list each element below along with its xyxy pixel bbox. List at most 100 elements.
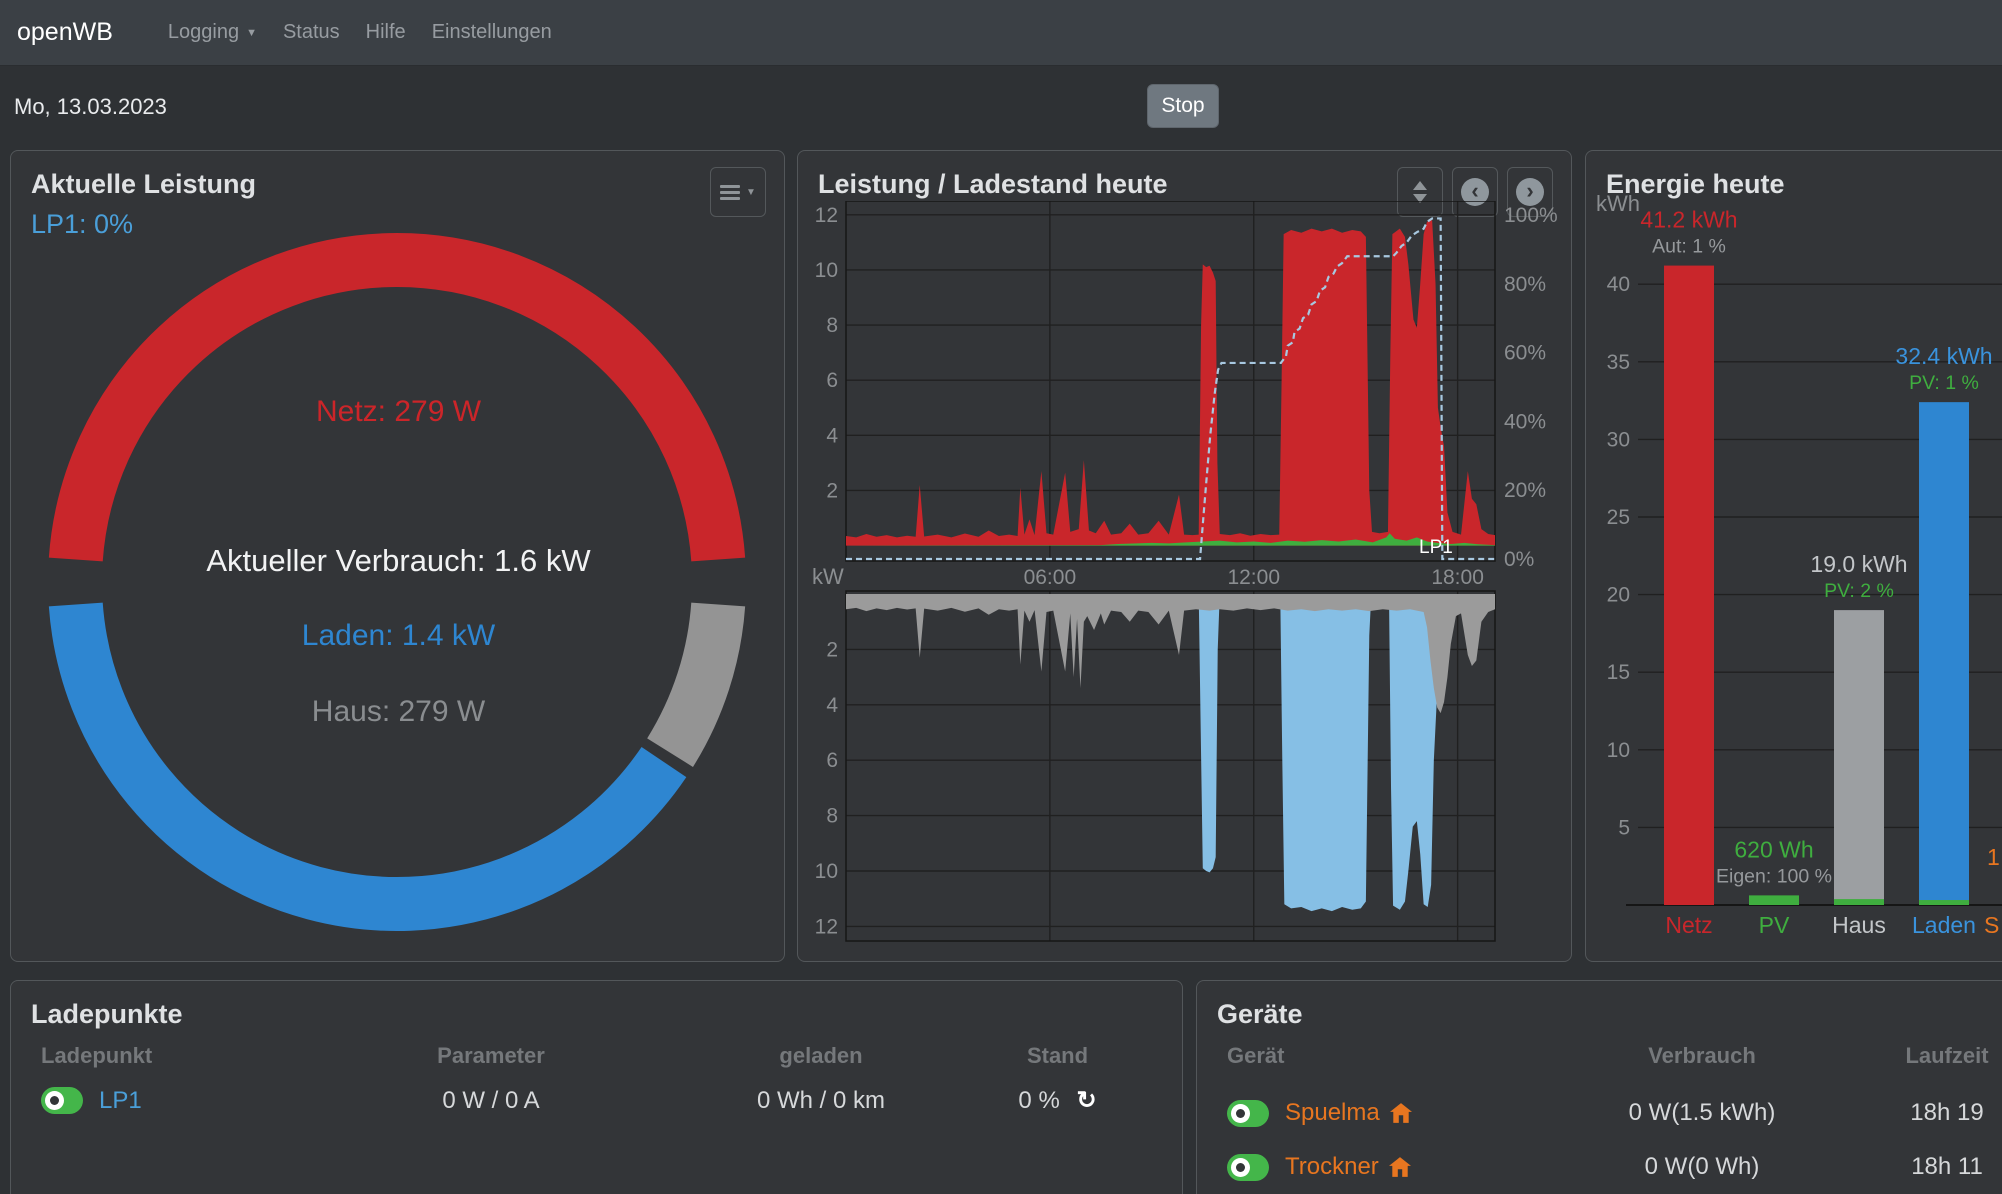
trockner-link[interactable]: Trockner xyxy=(1285,1153,1411,1181)
spuelma-toggle[interactable] xyxy=(1227,1099,1269,1127)
svg-text:40: 40 xyxy=(1607,273,1630,296)
table-row: LP1 0 W / 0 A 0 Wh / 0 km 0 % ↻ xyxy=(11,1086,1182,1115)
brand-openwb[interactable]: openWB xyxy=(17,18,113,46)
chevron-right-circle-icon: › xyxy=(1516,178,1544,206)
svg-text:10: 10 xyxy=(815,259,838,282)
lp1-toggle[interactable] xyxy=(41,1087,83,1114)
refresh-icon[interactable]: ↻ xyxy=(1076,1087,1097,1114)
svg-text:PV: 2 %: PV: 2 % xyxy=(1824,580,1894,602)
panel-aktuelle-leistung: Aktuelle Leistung ▼ LP1: 0% Netz: 279 W … xyxy=(10,150,785,962)
svg-text:PV: 1 %: PV: 1 % xyxy=(1909,372,1979,394)
power-soc-chart: LP1 12 10 8 6 4 2 100% 80% 60% 40% 20% 0% kW 06:00 12:0… xyxy=(812,201,1558,942)
chevron-down-icon: ▼ xyxy=(746,186,756,198)
col-ladepunkt: Ladepunkt xyxy=(41,1043,153,1068)
ladepunkte-header-row: Ladepunkt Parameter geladen Stand xyxy=(11,1043,1182,1069)
trockner-laufzeit: 18h 11 xyxy=(1911,1153,1983,1180)
nav-item-hilfe[interactable]: Hilfe xyxy=(365,21,406,43)
svg-text:80%: 80% xyxy=(1504,273,1546,296)
up-down-arrows-icon xyxy=(1413,181,1427,203)
svg-text:Eigen: 100 %: Eigen: 100 % xyxy=(1716,865,1832,887)
svg-text:19.0 kWh: 19.0 kWh xyxy=(1810,551,1907,577)
gauge-panel-title: Aktuelle Leistung xyxy=(31,169,257,199)
home-icon xyxy=(1389,1103,1412,1123)
svg-text:Laden: Laden xyxy=(1912,912,1976,938)
svg-text:10: 10 xyxy=(815,860,838,883)
svg-text:kW: kW xyxy=(812,564,844,589)
col-parameter: Parameter xyxy=(437,1043,545,1068)
svg-text:35: 35 xyxy=(1607,351,1630,374)
hamburger-icon xyxy=(720,182,741,203)
spuelma-verbrauch: 0 W(1.5 kWh) xyxy=(1628,1099,1776,1126)
next-day-button[interactable]: › xyxy=(1507,167,1553,217)
svg-text:20%: 20% xyxy=(1504,479,1546,502)
svg-text:Haus: Haus xyxy=(1832,912,1886,938)
power-chart-buttons: ‹ › xyxy=(1397,167,1553,217)
spuelma-laufzeit: 18h 19 xyxy=(1910,1099,1984,1126)
svg-text:12: 12 xyxy=(815,915,838,938)
svg-text:PV: PV xyxy=(1759,912,1790,938)
gauge-menu-button[interactable]: ▼ xyxy=(710,167,766,217)
svg-text:2: 2 xyxy=(826,638,838,661)
trockner-label: Trockner xyxy=(1285,1153,1379,1180)
chargepoint-soc-label: LP1: 0% xyxy=(31,209,134,239)
lp1-stand: 0 % ↻ xyxy=(931,1086,1184,1115)
svg-text:40%: 40% xyxy=(1504,410,1546,433)
col-stand: Stand xyxy=(1026,1043,1089,1068)
svg-text:30: 30 xyxy=(1607,428,1630,451)
panel-energie-heute: kWh 40 35 30 25 20 15 10 5 41.2 kWh Aut: 1 % Netz 62… xyxy=(1585,150,2002,962)
gauge-laden-label: Laden: 1.4 kW xyxy=(301,619,496,652)
date-label: Mo, 13.03.2023 xyxy=(14,94,167,119)
svg-text:12:00: 12:00 xyxy=(1227,566,1280,589)
home-icon xyxy=(1388,1157,1411,1177)
panel-ladepunkte: Ladepunkte Ladepunkt Parameter geladen S… xyxy=(10,980,1183,1194)
energy-bar-chart: kWh 40 35 30 25 20 15 10 5 41.2 kWh Aut: 1 % Netz 62… xyxy=(1596,191,2002,938)
nav-item-logging[interactable]: Logging ▼ xyxy=(168,21,257,44)
svg-text:4: 4 xyxy=(826,694,838,717)
gauge-netz-label: Netz: 279 W xyxy=(315,395,482,428)
col-laufzeit: Laufzeit xyxy=(1905,1043,1989,1068)
nav-item-status[interactable]: Status xyxy=(282,21,340,43)
svg-text:620 Wh: 620 Wh xyxy=(1734,836,1813,862)
svg-text:Netz: Netz xyxy=(1665,912,1712,938)
lp1-geladen: 0 Wh / 0 km xyxy=(756,1086,886,1114)
chevron-down-icon: ▼ xyxy=(246,26,257,39)
table-row: Spuelma 0 W(1.5 kWh) 18h 19 xyxy=(1197,1099,2002,1127)
col-geladen: geladen xyxy=(779,1043,863,1068)
geraete-title: Geräte xyxy=(1217,999,1303,1029)
ladepunkte-title: Ladepunkte xyxy=(31,999,183,1029)
col-verbrauch: Verbrauch xyxy=(1648,1043,1756,1068)
svg-text:100%: 100% xyxy=(1504,204,1558,227)
panel-geraete: Geräte Gerät Verbrauch Laufzeit Spuelma … xyxy=(1196,980,2002,1194)
nav-item-logging-label: Logging xyxy=(167,21,240,43)
svg-text:8: 8 xyxy=(826,314,838,337)
spuelma-label: Spuelma xyxy=(1285,1099,1380,1126)
panel-leistung-ladestand: Leistung / Ladestand heute ‹ › LP1 12 10 8 6… xyxy=(797,150,1572,962)
svg-text:06:00: 06:00 xyxy=(1024,566,1077,589)
svg-text:41.2 kWh: 41.2 kWh xyxy=(1640,207,1737,233)
lp1-link[interactable]: LP1 xyxy=(99,1086,142,1114)
svg-text:60%: 60% xyxy=(1504,342,1546,365)
spuelma-link[interactable]: Spuelma xyxy=(1285,1099,1412,1127)
svg-text:2: 2 xyxy=(826,479,838,502)
power-panel-title: Leistung / Ladestand heute xyxy=(818,169,1168,199)
stop-button[interactable]: Stop xyxy=(1147,84,1219,128)
lp1-parameter: 0 W / 0 A xyxy=(442,1086,540,1114)
gauge-donut-chart xyxy=(48,233,746,931)
geraete-header-row: Gerät Verbrauch Laufzeit xyxy=(1197,1043,2002,1069)
trockner-toggle[interactable] xyxy=(1227,1153,1269,1181)
table-row: Trockner 0 W(0 Wh) 18h 11 xyxy=(1197,1153,2002,1181)
svg-text:S: S xyxy=(1984,912,1999,938)
svg-text:18:00: 18:00 xyxy=(1431,566,1484,589)
svg-text:15: 15 xyxy=(1607,661,1630,684)
svg-text:kWh: kWh xyxy=(1596,191,1640,216)
navbar: openWB Logging ▼ Status Hilfe Einstellun… xyxy=(0,0,2002,66)
svg-text:5: 5 xyxy=(1618,816,1630,839)
resize-chart-button[interactable] xyxy=(1397,167,1443,217)
svg-text:12: 12 xyxy=(815,204,838,227)
trockner-verbrauch: 0 W(0 Wh) xyxy=(1644,1153,1760,1180)
svg-text:6: 6 xyxy=(826,369,838,392)
nav-item-einstellungen[interactable]: Einstellungen xyxy=(431,21,552,43)
svg-text:25: 25 xyxy=(1607,506,1630,529)
svg-text:1: 1 xyxy=(1987,844,2000,870)
